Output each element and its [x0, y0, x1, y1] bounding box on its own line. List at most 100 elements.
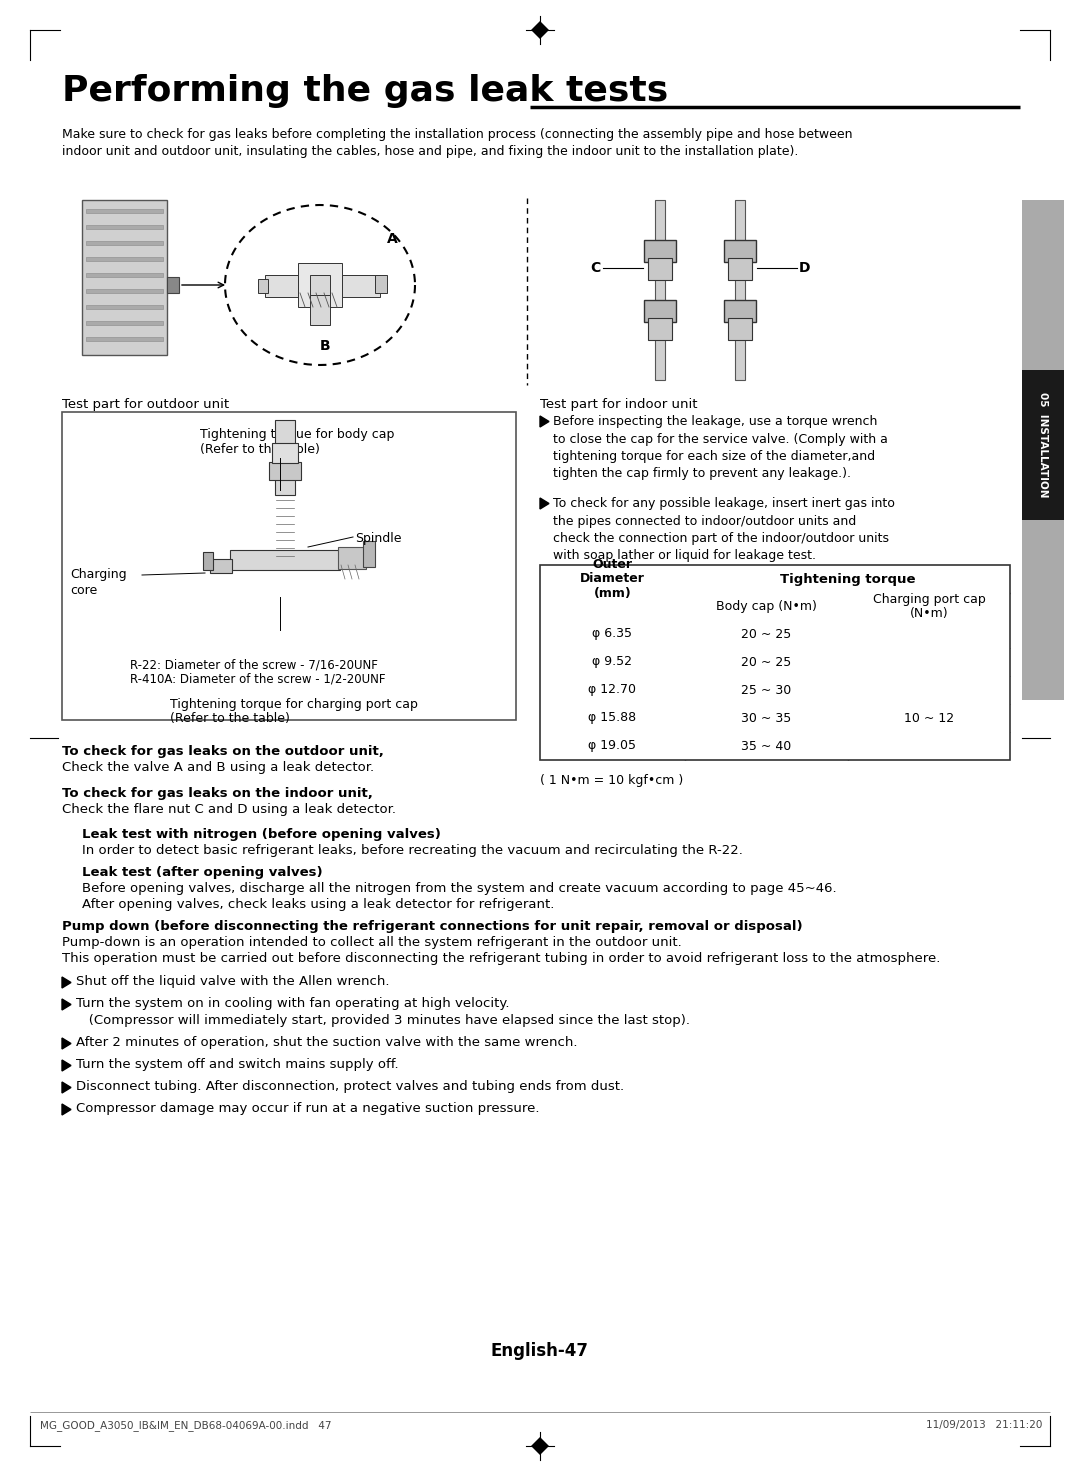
Bar — [272, 443, 298, 463]
Bar — [86, 241, 163, 245]
Bar — [363, 542, 375, 567]
Text: 20 ~ 25: 20 ~ 25 — [741, 655, 792, 669]
Polygon shape — [62, 977, 71, 987]
Bar — [82, 201, 167, 356]
Bar — [735, 201, 745, 379]
Text: To check for gas leaks on the indoor unit,: To check for gas leaks on the indoor uni… — [62, 787, 373, 800]
Bar — [644, 241, 676, 263]
Bar — [62, 412, 516, 720]
Polygon shape — [531, 1438, 549, 1455]
Text: English-47: English-47 — [491, 1342, 589, 1359]
Bar — [210, 559, 232, 573]
Text: Leak test with nitrogen (before opening valves): Leak test with nitrogen (before opening … — [82, 828, 441, 841]
Text: Test part for outdoor unit: Test part for outdoor unit — [62, 399, 229, 410]
Bar — [648, 317, 672, 339]
Text: Pump-down is an operation intended to collect all the system refrigerant in the : Pump-down is an operation intended to co… — [62, 936, 681, 949]
Bar — [728, 317, 752, 339]
Polygon shape — [540, 416, 549, 427]
Text: Tightening torque: Tightening torque — [780, 573, 915, 586]
Text: Shut off the liquid valve with the Allen wrench.: Shut off the liquid valve with the Allen… — [76, 976, 390, 987]
Bar — [310, 295, 330, 325]
Bar — [540, 565, 1010, 760]
Text: Test part for indoor unit: Test part for indoor unit — [540, 399, 698, 410]
Text: After 2 minutes of operation, shut the suction valve with the same wrench.: After 2 minutes of operation, shut the s… — [76, 1036, 578, 1049]
Text: In order to detect basic refrigerant leaks, before recreating the vacuum and rec: In order to detect basic refrigerant lea… — [82, 844, 743, 858]
Polygon shape — [62, 1060, 71, 1072]
Bar — [644, 300, 676, 322]
Bar — [86, 224, 163, 229]
Text: ( 1 N•m = 10 kgf•cm ): ( 1 N•m = 10 kgf•cm ) — [540, 773, 684, 787]
Polygon shape — [540, 497, 549, 509]
Polygon shape — [62, 1082, 71, 1094]
Text: Make sure to check for gas leaks before completing the installation process (con: Make sure to check for gas leaks before … — [62, 128, 852, 158]
Bar — [724, 300, 756, 322]
Text: 05  INSTALLATION: 05 INSTALLATION — [1038, 393, 1048, 497]
Text: Spindle: Spindle — [355, 531, 402, 545]
Bar — [269, 462, 301, 480]
Text: φ 9.52: φ 9.52 — [593, 655, 633, 669]
Text: φ 19.05: φ 19.05 — [589, 739, 636, 753]
Bar — [338, 548, 366, 570]
Bar — [258, 279, 268, 294]
Bar — [86, 210, 163, 213]
Bar — [86, 320, 163, 325]
Text: Tightening torque for body cap: Tightening torque for body cap — [200, 428, 394, 441]
Bar — [1022, 201, 1064, 700]
Text: A: A — [387, 232, 397, 246]
Text: Outer
Diameter
(mm): Outer Diameter (mm) — [580, 558, 645, 601]
Text: Before opening valves, discharge all the nitrogen from the system and create vac: Before opening valves, discharge all the… — [82, 883, 837, 894]
Text: MG_GOOD_A3050_IB&IM_EN_DB68-04069A-00.indd   47: MG_GOOD_A3050_IB&IM_EN_DB68-04069A-00.in… — [40, 1420, 332, 1430]
Bar — [86, 273, 163, 277]
Text: Pump down (before disconnecting the refrigerant connections for unit repair, rem: Pump down (before disconnecting the refr… — [62, 920, 802, 933]
Bar — [275, 421, 295, 494]
Text: 20 ~ 25: 20 ~ 25 — [741, 627, 792, 641]
Text: 35 ~ 40: 35 ~ 40 — [741, 739, 792, 753]
Text: Tightening torque for charging port cap: Tightening torque for charging port cap — [170, 698, 418, 711]
Text: This operation must be carried out before disconnecting the refrigerant tubing i: This operation must be carried out befor… — [62, 952, 941, 965]
Bar — [724, 241, 756, 263]
Bar — [540, 565, 1010, 620]
Text: φ 12.70: φ 12.70 — [589, 683, 636, 697]
Bar — [648, 258, 672, 280]
Text: To check for gas leaks on the outdoor unit,: To check for gas leaks on the outdoor un… — [62, 745, 383, 759]
Text: Charging port cap
(N•m): Charging port cap (N•m) — [873, 592, 985, 620]
Bar — [167, 277, 179, 294]
Text: D: D — [799, 261, 811, 275]
Text: φ 15.88: φ 15.88 — [589, 711, 636, 725]
Polygon shape — [62, 1038, 71, 1049]
Text: Charging
core: Charging core — [70, 568, 126, 596]
Text: Performing the gas leak tests: Performing the gas leak tests — [62, 74, 669, 108]
Bar — [86, 289, 163, 294]
Polygon shape — [531, 21, 549, 38]
Text: Check the valve A and B using a leak detector.: Check the valve A and B using a leak det… — [62, 762, 374, 773]
Text: (Refer to the table): (Refer to the table) — [200, 443, 320, 456]
Text: φ 6.35: φ 6.35 — [593, 627, 633, 641]
Text: B: B — [320, 339, 330, 353]
Text: C: C — [590, 261, 600, 275]
Text: 10 ~ 12: 10 ~ 12 — [904, 711, 954, 725]
Polygon shape — [62, 999, 71, 1010]
Text: Leak test (after opening valves): Leak test (after opening valves) — [82, 866, 323, 880]
Text: Turn the system off and switch mains supply off.: Turn the system off and switch mains sup… — [76, 1058, 399, 1072]
Text: To check for any possible leakage, insert inert gas into
the pipes connected to : To check for any possible leakage, inser… — [553, 497, 895, 562]
Text: After opening valves, check leaks using a leak detector for refrigerant.: After opening valves, check leaks using … — [82, 897, 554, 911]
Text: Compressor damage may occur if run at a negative suction pressure.: Compressor damage may occur if run at a … — [76, 1103, 540, 1114]
Bar — [310, 275, 330, 295]
Bar — [728, 258, 752, 280]
Bar — [230, 551, 340, 570]
Bar — [654, 201, 665, 379]
Text: Body cap (N•m): Body cap (N•m) — [716, 601, 816, 613]
Bar — [86, 257, 163, 261]
Text: Turn the system on in cooling with fan operating at high velocity.
   (Compresso: Turn the system on in cooling with fan o… — [76, 996, 690, 1027]
Text: (Refer to the table): (Refer to the table) — [170, 711, 289, 725]
Text: R-22: Diameter of the screw - 7/16-20UNF: R-22: Diameter of the screw - 7/16-20UNF — [130, 658, 378, 672]
Text: Before inspecting the leakage, use a torque wrench
to close the cap for the serv: Before inspecting the leakage, use a tor… — [553, 415, 888, 481]
Text: Disconnect tubing. After disconnection, protect valves and tubing ends from dust: Disconnect tubing. After disconnection, … — [76, 1080, 624, 1094]
Bar — [1022, 370, 1064, 520]
Text: 30 ~ 35: 30 ~ 35 — [741, 711, 792, 725]
Text: 11/09/2013   21:11:20: 11/09/2013 21:11:20 — [926, 1420, 1042, 1430]
Text: 25 ~ 30: 25 ~ 30 — [741, 683, 792, 697]
Bar — [203, 552, 213, 570]
Text: Check the flare nut C and D using a leak detector.: Check the flare nut C and D using a leak… — [62, 803, 396, 816]
Polygon shape — [62, 1104, 71, 1114]
